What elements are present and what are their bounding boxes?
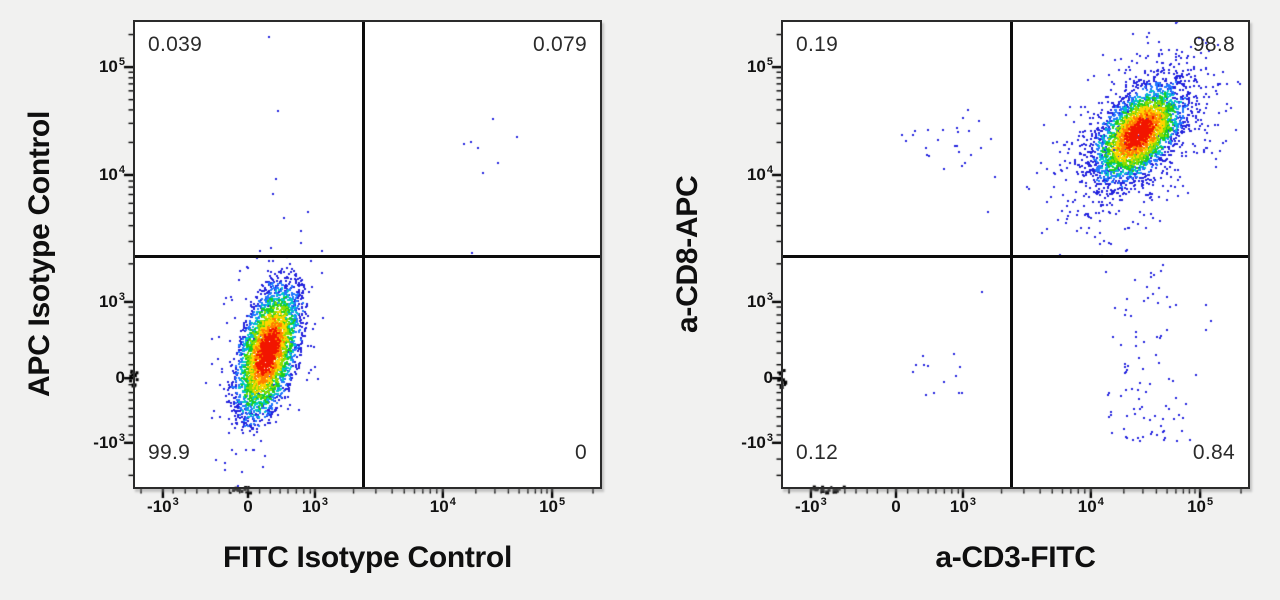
y-axis-title: a-CD8-APC [671, 175, 704, 334]
y-tick-label: 0 [115, 368, 125, 388]
x-axis-tick-labels: -103 0 103 104 105 [783, 489, 1248, 531]
quadrant-stat-lower-right: 0 [575, 441, 587, 464]
y-tick-label: 104 [98, 163, 125, 184]
y-tick-label: -103 [741, 431, 773, 452]
quadrant-stat-upper-right: 98.8 [1192, 33, 1235, 56]
x-tick-label: 103 [301, 496, 328, 516]
y-axis-tick-labels: -103 0 103 104 105 [65, 22, 129, 487]
flow-plot-isotype-control: 0.039 0.079 99.9 0 -103 0 103 104 105 -103 0 1… [23, 0, 735, 600]
plot-area: 0.19 98.8 0.12 0.84 [781, 20, 1250, 489]
x-tick-label: 103 [949, 496, 976, 516]
x-tick-label: 104 [429, 496, 456, 516]
quadrant-stat-upper-left: 0.19 [796, 33, 839, 56]
quadrant-divider-horizontal [783, 255, 1248, 259]
x-axis-tick-labels: -103 0 103 104 105 [135, 489, 600, 531]
quadrant-divider-horizontal [135, 255, 600, 259]
x-tick-label: 0 [891, 497, 901, 516]
flow-plot-cd3-cd8: 0.19 98.8 0.12 0.84 -103 0 103 104 105 -103 0… [671, 0, 1280, 600]
x-axis-title: FITC Isotype Control [223, 541, 512, 574]
x-tick-label: -103 [147, 496, 179, 516]
quadrant-divider-vertical [1010, 22, 1014, 487]
y-tick-label: 104 [746, 163, 773, 184]
y-tick-label: 103 [746, 290, 773, 311]
y-tick-label: -103 [93, 431, 125, 452]
y-tick-label: 103 [98, 290, 125, 311]
y-tick-label: 105 [746, 56, 773, 77]
quadrant-stat-upper-left: 0.039 [148, 33, 203, 56]
x-tick-label: 0 [243, 497, 253, 516]
x-axis-title: a-CD3-FITC [935, 541, 1096, 574]
plot-area: 0.039 0.079 99.9 0 [133, 20, 602, 489]
x-tick-label: 105 [1187, 496, 1214, 516]
y-axis-tick-labels: -103 0 103 104 105 [713, 22, 777, 487]
quadrant-divider-vertical [361, 22, 365, 487]
scatter-canvas [761, 0, 1256, 520]
x-tick-label: -103 [795, 496, 827, 516]
quadrant-stat-lower-right: 0.84 [1192, 441, 1235, 464]
x-tick-label: 104 [1077, 496, 1104, 516]
y-axis-title: APC Isotype Control [23, 111, 56, 398]
scatter-canvas [113, 0, 608, 520]
y-tick-label: 0 [763, 368, 773, 388]
quadrant-stat-lower-left: 99.9 [148, 441, 191, 464]
quadrant-stat-lower-left: 0.12 [796, 441, 839, 464]
x-tick-label: 105 [539, 496, 566, 516]
quadrant-stat-upper-right: 0.079 [532, 33, 587, 56]
y-tick-label: 105 [98, 56, 125, 77]
